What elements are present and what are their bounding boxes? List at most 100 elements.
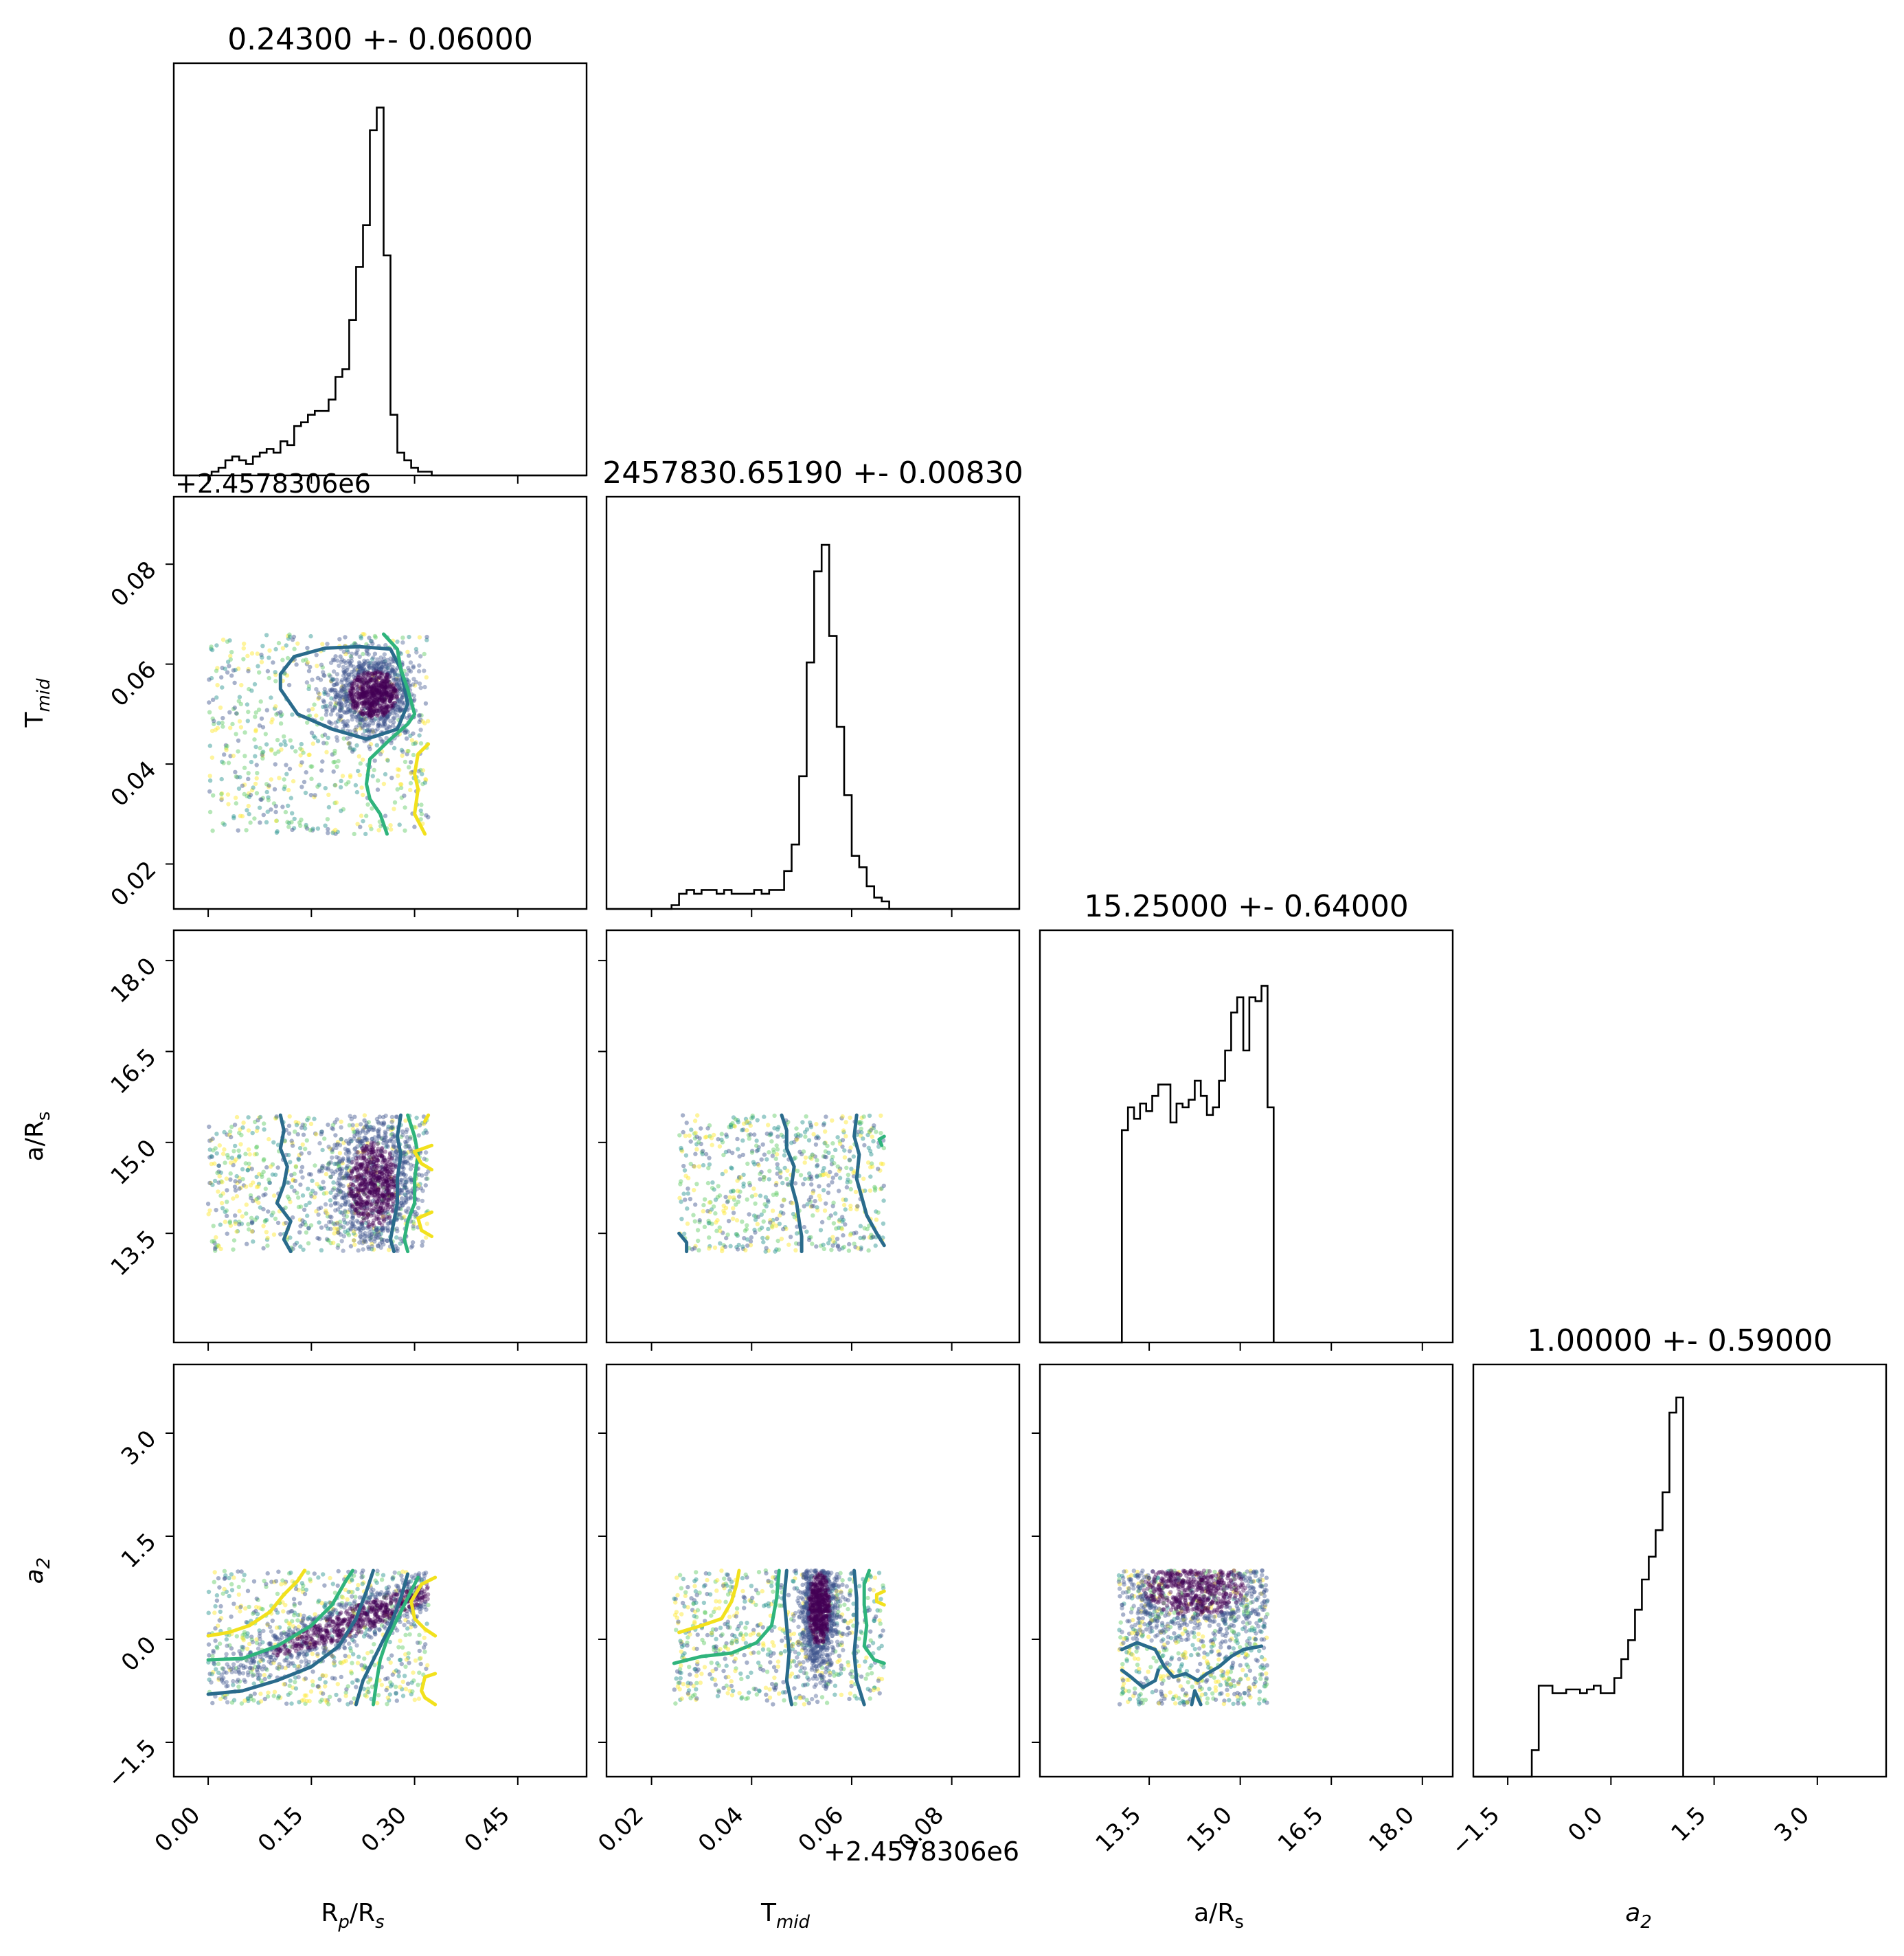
- scatter-point: [328, 701, 333, 706]
- scatter-point: [328, 1203, 334, 1208]
- scatter-point: [337, 1634, 341, 1639]
- scatter-point: [319, 662, 324, 667]
- scatter-point: [372, 1642, 376, 1647]
- scatter-point: [348, 708, 353, 713]
- scatter-point: [213, 1604, 218, 1609]
- scatter-point: [231, 1196, 236, 1201]
- scatter-point: [408, 669, 413, 674]
- scatter-point: [390, 1199, 396, 1204]
- scatter-point: [261, 750, 266, 754]
- scatter-point: [351, 699, 356, 704]
- scatter-point: [234, 1605, 240, 1610]
- scatter-point: [359, 813, 364, 818]
- scatter-point: [375, 1569, 380, 1573]
- scatter-point: [376, 1121, 381, 1126]
- scatter-point: [218, 1609, 223, 1615]
- scatter-point: [237, 719, 242, 724]
- scatter-point: [359, 664, 364, 668]
- scatter-point: [360, 1162, 365, 1167]
- scatter-point: [332, 1226, 337, 1231]
- scatter-point: [365, 1651, 370, 1656]
- scatter-point: [417, 719, 422, 725]
- scatter-point: [321, 699, 326, 704]
- scatter-point: [392, 1158, 397, 1163]
- scatter-point: [378, 670, 383, 675]
- scatter-point: [271, 1232, 277, 1237]
- scatter-point: [240, 783, 245, 788]
- scatter-point: [243, 1161, 248, 1166]
- scatter-point: [406, 653, 411, 658]
- scatter-point: [307, 752, 312, 757]
- scatter-point: [357, 667, 362, 672]
- scatter-point: [367, 1677, 373, 1683]
- scatter-point: [206, 1610, 211, 1615]
- scatter-point: [214, 643, 219, 648]
- scatter-point: [297, 1230, 302, 1235]
- scatter-point: [332, 751, 337, 756]
- scatter-point: [215, 1645, 220, 1651]
- scatter-point: [307, 1698, 312, 1704]
- scatter-point: [324, 1191, 329, 1195]
- scatter-point: [352, 700, 358, 705]
- scatter-point: [251, 1579, 257, 1584]
- scatter-point: [254, 1128, 260, 1134]
- scatter-point: [349, 683, 354, 688]
- scatter-point: [343, 1198, 348, 1204]
- scatter-point: [391, 1162, 396, 1167]
- scatter-point: [339, 688, 344, 693]
- scatter-point: [389, 696, 394, 701]
- scatter-point: [359, 636, 363, 641]
- scatter-point: [343, 1610, 349, 1615]
- scatter-points-layer: [205, 631, 1270, 1707]
- scatter-point: [341, 1595, 345, 1600]
- scatter-point: [343, 671, 348, 677]
- scatter-point: [231, 706, 236, 712]
- scatter-point: [222, 752, 227, 757]
- scatter-point: [383, 772, 388, 777]
- scatter-point: [407, 634, 411, 640]
- scatter-point: [369, 677, 374, 683]
- scatter-point: [376, 666, 382, 671]
- scatter-point: [262, 1127, 267, 1132]
- scatter-point: [367, 706, 373, 711]
- scatter-point: [371, 1587, 376, 1593]
- scatter-point: [384, 1140, 389, 1145]
- scatter-point: [317, 783, 321, 787]
- scatter-point: [320, 1163, 325, 1169]
- scatter-point: [328, 720, 332, 725]
- scatter-point: [347, 741, 352, 746]
- scatter-point: [330, 1148, 335, 1153]
- scatter-point: [420, 772, 424, 776]
- scatter-point: [273, 704, 278, 709]
- scatter-point: [418, 1661, 423, 1667]
- scatter-point: [326, 827, 330, 832]
- scatter-point: [367, 679, 372, 684]
- scatter-point: [319, 1636, 324, 1641]
- scatter-point: [378, 1245, 383, 1250]
- scatter-point: [370, 693, 375, 698]
- scatter-point: [253, 728, 258, 732]
- scatter-point: [227, 664, 231, 668]
- scatter-point: [257, 805, 262, 810]
- scatter-point: [409, 1680, 414, 1685]
- scatter-point: [282, 784, 287, 789]
- scatter-point: [306, 1187, 310, 1191]
- scatter-point: [685, 1191, 690, 1196]
- scatter-point: [229, 1700, 235, 1705]
- scatter-point: [391, 704, 396, 708]
- scatter-point: [352, 1167, 356, 1172]
- scatter-point: [345, 698, 350, 703]
- scatter-point: [284, 1220, 288, 1226]
- scatter-point: [377, 1235, 382, 1239]
- scatter-point: [296, 1674, 301, 1680]
- scatter-point: [350, 1578, 354, 1583]
- scatter-point: [376, 1617, 381, 1621]
- scatter-point: [224, 1637, 229, 1642]
- scatter-point: [308, 1689, 314, 1694]
- scatter-point: [370, 1182, 376, 1187]
- scatter-point: [319, 1225, 324, 1230]
- scatter-point: [359, 1663, 364, 1667]
- scatter-point: [361, 1247, 365, 1252]
- scatter-point: [381, 660, 387, 664]
